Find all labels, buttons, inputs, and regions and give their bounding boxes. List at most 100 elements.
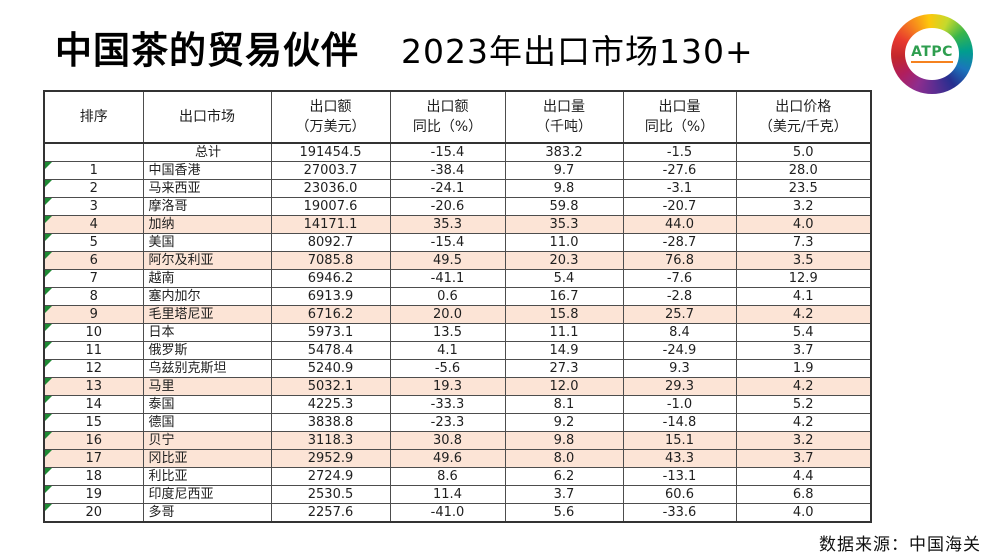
- export-price-cell: 3.7: [735, 341, 872, 360]
- rank-cell: 14: [43, 395, 144, 414]
- export-volume-cell: 59.8: [504, 197, 624, 216]
- market-cell: 德国: [142, 413, 272, 432]
- export-value-cell: 5032.1: [270, 377, 391, 396]
- rank-cell: 1: [43, 161, 144, 180]
- market-cell: 泰国: [142, 395, 272, 414]
- export-price-cell: 4.0: [735, 503, 872, 523]
- table-row: 16 贝宁 3118.3 30.8 9.8 15.1 3.2: [43, 431, 872, 450]
- export-volume-cell: 15.8: [504, 305, 624, 324]
- export-value-cell: 8092.7: [270, 233, 391, 252]
- table-row: 19 印度尼西亚 2530.5 11.4 3.7 60.6 6.8: [43, 485, 872, 504]
- export-volume-cell: 11.0: [504, 233, 624, 252]
- export-value-cell: 2724.9: [270, 467, 391, 486]
- export-volume-yoy-cell: -28.7: [622, 233, 737, 252]
- column-header-volume: 出口量 （千吨）: [504, 90, 624, 144]
- page-subtitle: 2023年出口市场130+: [401, 32, 754, 71]
- export-volume-cell: 12.0: [504, 377, 624, 396]
- market-cell: 俄罗斯: [142, 341, 272, 360]
- export-value-yoy-cell: 8.6: [389, 467, 506, 486]
- rank-cell: 2: [43, 179, 144, 198]
- export-price-cell: 5.2: [735, 395, 872, 414]
- export-value-yoy-cell: -23.3: [389, 413, 506, 432]
- export-volume-cell: 14.9: [504, 341, 624, 360]
- header-row: 排序 出口市场 出口额 （万美元） 出口额 同比（%） 出口量 （千吨） 出口量…: [43, 90, 872, 144]
- export-volume-cell: 8.1: [504, 395, 624, 414]
- export-value-yoy-cell: -15.4: [389, 142, 506, 162]
- column-header-price: 出口价格 （美元/千克）: [735, 90, 872, 144]
- export-volume-cell: 383.2: [504, 142, 624, 162]
- table-row: 3 摩洛哥 19007.6 -20.6 59.8 -20.7 3.2: [43, 197, 872, 216]
- rank-cell: 10: [43, 323, 144, 342]
- market-cell: 日本: [142, 323, 272, 342]
- export-value-cell: 19007.6: [270, 197, 391, 216]
- market-cell: 阿尔及利亚: [142, 251, 272, 270]
- export-price-cell: 7.3: [735, 233, 872, 252]
- export-volume-yoy-cell: -13.1: [622, 467, 737, 486]
- export-value-cell: 191454.5: [270, 142, 391, 162]
- rank-cell: 18: [43, 467, 144, 486]
- export-volume-yoy-cell: -14.8: [622, 413, 737, 432]
- total-row: 总计 191454.5 -15.4 383.2 -1.5 5.0: [43, 142, 872, 162]
- export-price-cell: 4.2: [735, 377, 872, 396]
- export-volume-cell: 8.0: [504, 449, 624, 468]
- export-price-cell: 23.5: [735, 179, 872, 198]
- export-value-yoy-cell: 0.6: [389, 287, 506, 306]
- rank-cell: 11: [43, 341, 144, 360]
- export-value-cell: 2530.5: [270, 485, 391, 504]
- export-value-cell: 3118.3: [270, 431, 391, 450]
- export-volume-cell: 16.7: [504, 287, 624, 306]
- rank-cell: 12: [43, 359, 144, 378]
- atpc-logo: ATPC: [891, 14, 973, 94]
- export-volume-yoy-cell: 25.7: [622, 305, 737, 324]
- column-header-rank: 排序: [43, 90, 144, 144]
- export-value-cell: 2257.6: [270, 503, 391, 523]
- table-row: 12 乌兹别克斯坦 5240.9 -5.6 27.3 9.3 1.9: [43, 359, 872, 378]
- market-cell: 美国: [142, 233, 272, 252]
- export-volume-cell: 9.8: [504, 431, 624, 450]
- logo-center: ATPC: [904, 27, 960, 81]
- rank-cell: 20: [43, 503, 144, 523]
- export-value-cell: 23036.0: [270, 179, 391, 198]
- slide-header: 中国茶的贸易伙伴 2023年出口市场130+: [55, 20, 875, 74]
- export-price-cell: 12.9: [735, 269, 872, 288]
- market-cell: 中国香港: [142, 161, 272, 180]
- export-value-yoy-cell: -24.1: [389, 179, 506, 198]
- export-volume-yoy-cell: -27.6: [622, 161, 737, 180]
- export-volume-cell: 9.7: [504, 161, 624, 180]
- column-header-volume-yoy: 出口量 同比（%）: [622, 90, 737, 144]
- page-title: 中国茶的贸易伙伴: [55, 29, 359, 72]
- market-cell: 加纳: [142, 215, 272, 234]
- export-volume-yoy-cell: -1.0: [622, 395, 737, 414]
- export-price-cell: 4.2: [735, 305, 872, 324]
- export-price-cell: 5.4: [735, 323, 872, 342]
- table-row: 1 中国香港 27003.7 -38.4 9.7 -27.6 28.0: [43, 161, 872, 180]
- export-value-cell: 6716.2: [270, 305, 391, 324]
- export-price-cell: 1.9: [735, 359, 872, 378]
- export-price-cell: 3.2: [735, 431, 872, 450]
- rank-cell: 3: [43, 197, 144, 216]
- market-cell: 越南: [142, 269, 272, 288]
- table-row: 13 马里 5032.1 19.3 12.0 29.3 4.2: [43, 377, 872, 396]
- export-volume-cell: 9.2: [504, 413, 624, 432]
- rank-cell: 9: [43, 305, 144, 324]
- table-row: 10 日本 5973.1 13.5 11.1 8.4 5.4: [43, 323, 872, 342]
- export-volume-cell: 9.8: [504, 179, 624, 198]
- market-cell: 乌兹别克斯坦: [142, 359, 272, 378]
- rank-cell: 5: [43, 233, 144, 252]
- export-volume-cell: 20.3: [504, 251, 624, 270]
- export-value-yoy-cell: 49.6: [389, 449, 506, 468]
- rank-cell: 15: [43, 413, 144, 432]
- export-value-yoy-cell: 20.0: [389, 305, 506, 324]
- table-row: 14 泰国 4225.3 -33.3 8.1 -1.0 5.2: [43, 395, 872, 414]
- export-value-yoy-cell: -38.4: [389, 161, 506, 180]
- export-volume-yoy-cell: 9.3: [622, 359, 737, 378]
- export-price-cell: 3.2: [735, 197, 872, 216]
- export-value-yoy-cell: -33.3: [389, 395, 506, 414]
- market-cell: 印度尼西亚: [142, 485, 272, 504]
- export-value-yoy-cell: -20.6: [389, 197, 506, 216]
- export-volume-cell: 27.3: [504, 359, 624, 378]
- market-cell: 冈比亚: [142, 449, 272, 468]
- rank-cell: 7: [43, 269, 144, 288]
- export-volume-cell: 35.3: [504, 215, 624, 234]
- rank-cell: 6: [43, 251, 144, 270]
